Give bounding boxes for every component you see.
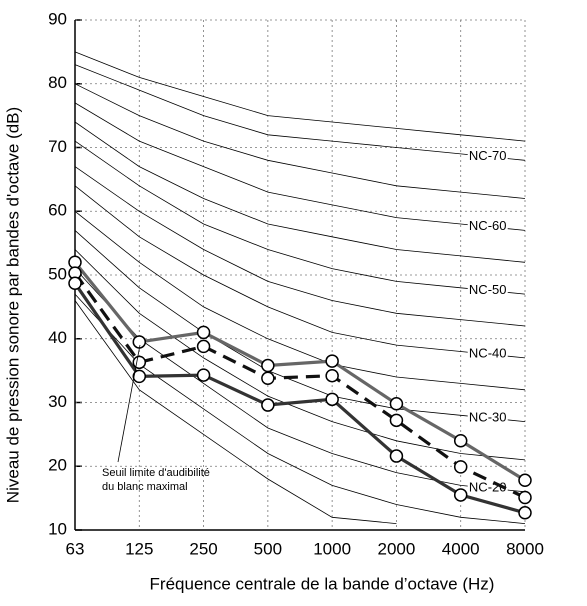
data-point xyxy=(261,358,275,373)
nc-curve xyxy=(74,249,526,461)
y-axis-label: Niveau de pression sonore par bandes d'o… xyxy=(3,107,22,503)
nc-label-bg xyxy=(467,283,508,298)
data-point xyxy=(325,354,339,368)
nc-curve xyxy=(74,293,526,524)
data-point xyxy=(132,335,147,349)
nc-curve xyxy=(74,140,526,295)
data-point xyxy=(196,339,211,354)
annotation: Seuil limite d'audibilité xyxy=(102,467,210,479)
nc-curve xyxy=(74,83,526,199)
data-line xyxy=(73,261,526,482)
threshold-curve xyxy=(74,300,397,524)
nc-label: NC-40 xyxy=(469,346,507,361)
x-tick-label: 4000 xyxy=(442,539,480,558)
data-point xyxy=(453,434,468,448)
x-tick-label: 2000 xyxy=(378,539,416,558)
data-point xyxy=(389,397,404,411)
data-line xyxy=(73,282,526,515)
data-point xyxy=(261,398,275,412)
data-point xyxy=(453,488,468,502)
annotation: du blanc maximal xyxy=(102,481,188,493)
x-tick-label: 500 xyxy=(254,539,282,558)
nc-curve xyxy=(74,268,526,493)
nc-curve xyxy=(74,51,526,142)
data-point xyxy=(325,392,339,407)
y-tick-label: 90 xyxy=(48,9,67,28)
y-tick-label: 30 xyxy=(48,392,67,411)
y-tick-label: 70 xyxy=(48,137,67,156)
data-line xyxy=(73,272,526,499)
data-point xyxy=(196,325,211,340)
y-tick-label: 50 xyxy=(48,264,67,283)
data-point xyxy=(389,413,404,428)
data-point xyxy=(132,369,147,384)
nc-curve xyxy=(74,166,526,327)
y-tick-label: 40 xyxy=(48,328,67,347)
annotation-leader xyxy=(117,344,141,463)
x-tick-label: 125 xyxy=(125,539,153,558)
nc-curve xyxy=(74,121,526,263)
data-point xyxy=(389,449,404,463)
nc-label-bg xyxy=(467,347,508,362)
data-point xyxy=(518,473,532,488)
nc-curve xyxy=(74,64,526,161)
nc-curve xyxy=(74,210,526,391)
data-point xyxy=(518,490,532,505)
nc-label: NC-50 xyxy=(469,282,507,297)
y-tick-label: 80 xyxy=(48,73,67,92)
nc-curve xyxy=(74,185,526,359)
x-axis-label: Fréquence centrale de la bande d’octave … xyxy=(150,574,495,593)
data-point xyxy=(518,506,532,520)
data-point xyxy=(325,368,339,383)
nc-curve xyxy=(74,230,526,422)
nc-label-bg xyxy=(467,149,508,164)
data-point xyxy=(132,355,147,370)
nc-label: NC-70 xyxy=(469,148,507,163)
x-tick-label: 1000 xyxy=(313,539,351,558)
nc-curve xyxy=(74,102,526,231)
data-point xyxy=(68,276,82,291)
y-tick-label: 10 xyxy=(48,519,67,538)
nc-label: NC-30 xyxy=(469,409,507,424)
nc-label-bg xyxy=(467,410,508,425)
data-point xyxy=(196,368,211,382)
x-tick-label: 63 xyxy=(66,539,85,558)
x-tick-label: 250 xyxy=(189,539,217,558)
nc-label-bg xyxy=(467,219,508,234)
nc-label: NC-60 xyxy=(469,218,507,233)
y-tick-label: 20 xyxy=(48,456,67,475)
data-point xyxy=(453,460,468,474)
x-tick-label: 8000 xyxy=(506,539,544,558)
y-tick-label: 60 xyxy=(48,201,67,220)
data-point xyxy=(261,371,275,386)
